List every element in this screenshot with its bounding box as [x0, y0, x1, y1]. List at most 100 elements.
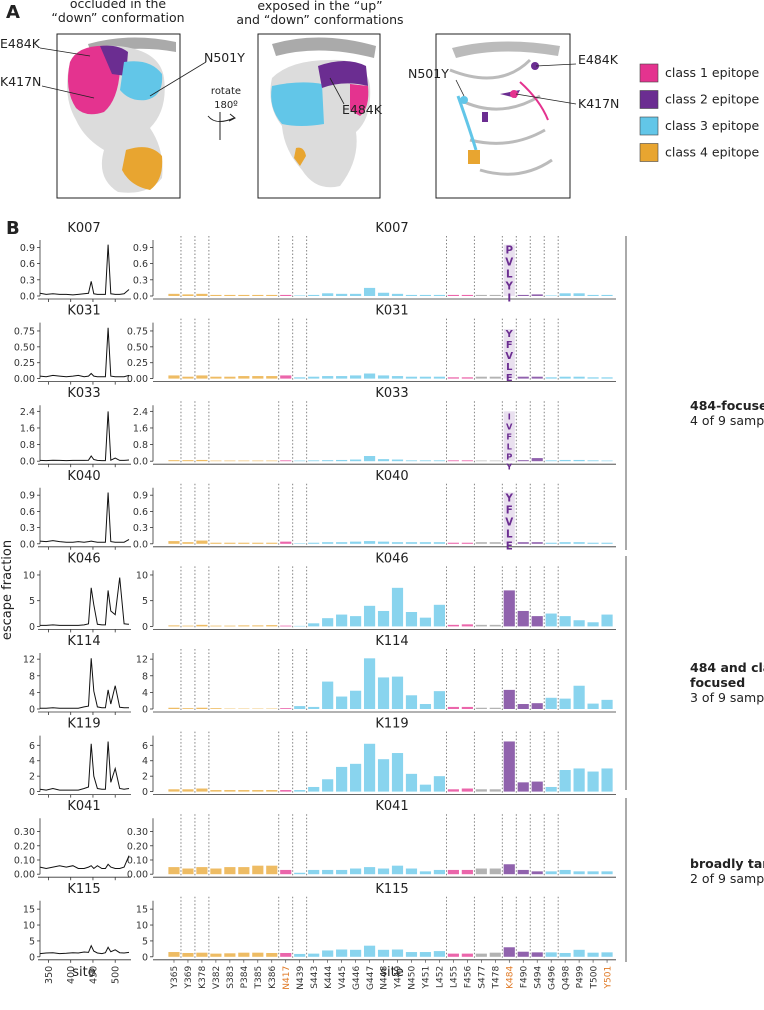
y-tick-label: 2	[29, 772, 35, 783]
logo-stack	[378, 677, 389, 709]
logo-stack	[574, 686, 585, 709]
logo-stack	[364, 744, 375, 792]
site-label: S383	[226, 966, 236, 989]
logo-stack	[196, 625, 207, 627]
logo-stack	[336, 376, 347, 379]
logo-stack	[574, 871, 585, 874]
logo-stack	[462, 789, 473, 792]
logo-stack	[280, 626, 291, 627]
plot-title: K114	[67, 634, 100, 649]
logo-stack	[294, 461, 305, 462]
logo-stack	[266, 790, 277, 792]
y-tick-label: 10	[23, 921, 35, 932]
logo-stack	[308, 870, 319, 874]
y-tick-label: 0	[29, 952, 35, 963]
logo-stack	[490, 708, 501, 709]
rotate-arrow	[208, 112, 235, 140]
site-label: Q498	[561, 966, 571, 991]
y-tick-label: 0.10	[127, 855, 148, 866]
logo-stack	[560, 616, 571, 626]
logo-stack	[182, 953, 193, 957]
escape-line	[40, 658, 129, 708]
logo-stack	[378, 950, 389, 957]
logo-stack	[364, 374, 375, 379]
logo-stack	[336, 460, 347, 461]
logo-stack	[546, 698, 557, 709]
logo-stack	[448, 295, 459, 296]
logo-stack	[504, 864, 515, 874]
site-label: P384	[240, 966, 250, 989]
plot-title: K040	[67, 469, 100, 484]
logo-stack	[574, 620, 585, 626]
logo-stack	[392, 677, 403, 709]
escape-line	[40, 578, 129, 626]
logo-stack	[266, 295, 277, 296]
logo-stack	[294, 790, 305, 792]
escape-line	[40, 245, 129, 295]
logo-stack	[182, 377, 193, 379]
logo-stack	[490, 953, 501, 957]
logo-stack	[587, 704, 598, 709]
site-label: T385	[254, 966, 264, 990]
logo-stack	[266, 866, 277, 875]
logo-stack	[490, 295, 501, 296]
logo-stack	[378, 869, 389, 875]
logo-stack	[406, 377, 417, 379]
logo-stack	[308, 295, 319, 296]
logo-stack	[490, 869, 501, 875]
group-note: 3 of 9 samples	[690, 690, 764, 705]
logo-stack	[504, 741, 515, 791]
logo-stack	[420, 618, 431, 627]
logo-stack	[252, 461, 263, 462]
logo-stack	[322, 460, 333, 461]
y-tick-label: 0.3	[133, 275, 148, 286]
y-tick-label: 0.9	[20, 491, 35, 502]
logo-stack	[574, 293, 585, 296]
site-label: N450	[408, 966, 418, 990]
logo-stack	[378, 542, 389, 544]
mutation-label: N501Y	[408, 66, 449, 81]
logo-stack	[182, 626, 193, 627]
logo-stack	[280, 295, 291, 296]
logo-stack	[587, 953, 598, 957]
logo-stack	[448, 543, 459, 544]
logo-stack	[392, 376, 403, 379]
logo-stack	[322, 542, 333, 544]
logo-stack	[434, 691, 445, 709]
y-tick-label: 0	[142, 952, 148, 963]
logo-stack	[546, 952, 557, 956]
logo-stack	[392, 294, 403, 296]
site-label: K484	[505, 966, 515, 989]
logo-stack	[476, 461, 487, 462]
rotate-label: rotate	[211, 86, 241, 97]
logo-stack	[322, 779, 333, 791]
logo-stack	[378, 611, 389, 626]
logo-stack	[532, 782, 543, 792]
logo-stack	[560, 699, 571, 709]
logo-stack	[546, 871, 557, 874]
site-label: V445	[338, 966, 348, 989]
logo-stack	[601, 295, 612, 296]
logo-stack	[280, 542, 291, 544]
logo-stack	[350, 764, 361, 792]
logo-stack	[350, 460, 361, 462]
logo-stack	[532, 377, 543, 379]
logo-stack	[560, 293, 571, 296]
panel-label: A	[6, 2, 20, 23]
logo-letters: YFVLE	[504, 329, 515, 384]
site-label: T500	[589, 966, 599, 990]
logo-stack	[224, 953, 235, 956]
legend-swatch	[640, 117, 658, 135]
site-label: G496	[547, 966, 557, 990]
logo-stack	[336, 542, 347, 544]
logo-stack	[490, 625, 501, 627]
y-tick-label: 0	[29, 705, 35, 716]
logo-stack	[518, 377, 529, 379]
logo-stack	[406, 774, 417, 792]
logo-stack	[364, 456, 375, 461]
